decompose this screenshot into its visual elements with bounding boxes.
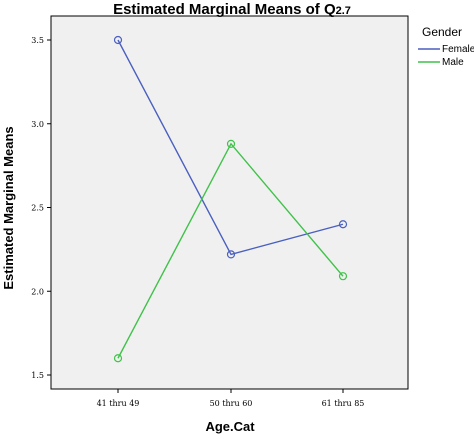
x-tick-label: 50 thru 60 (210, 399, 253, 408)
legend-label-male: Male (442, 57, 464, 68)
plot-area (50, 15, 409, 390)
y-axis-title: Estimated Marginal Means (1, 126, 16, 289)
y-tick-label: 3.5 (31, 36, 44, 45)
x-tick-label: 61 thru 85 (322, 399, 365, 408)
data-point-female (338, 220, 348, 229)
chart-title-subscript: 2.7 (336, 5, 351, 17)
series-line-male (117, 142, 344, 359)
series-line-female (117, 39, 344, 256)
data-point-female (113, 35, 123, 45)
x-axis: 41 thru 49 50 thru 60 61 thru 85 (97, 389, 365, 408)
chart-title: Estimated Marginal Means of Q2.7 (113, 1, 351, 18)
data-point-male (113, 354, 123, 363)
legend-label-female: Female (442, 44, 474, 55)
series-layer (113, 35, 348, 363)
data-point-male (338, 272, 348, 281)
y-axis: 1.5 2.0 2.5 3.0 3.5 (31, 36, 51, 380)
data-point-female (226, 250, 236, 259)
y-tick-label: 2.5 (31, 204, 44, 213)
y-tick-label: 1.5 (31, 371, 44, 380)
legend: Gender Female Male (418, 25, 474, 68)
data-point-male (226, 139, 236, 148)
legend-title: Gender (422, 25, 462, 39)
y-tick-label: 2.0 (31, 287, 44, 296)
x-axis-title: Age.Cat (205, 419, 255, 434)
x-tick-label: 41 thru 49 (97, 399, 140, 408)
chart-title-main: Estimated Marginal Means of Q (113, 1, 336, 18)
y-tick-label: 3.0 (31, 120, 44, 129)
